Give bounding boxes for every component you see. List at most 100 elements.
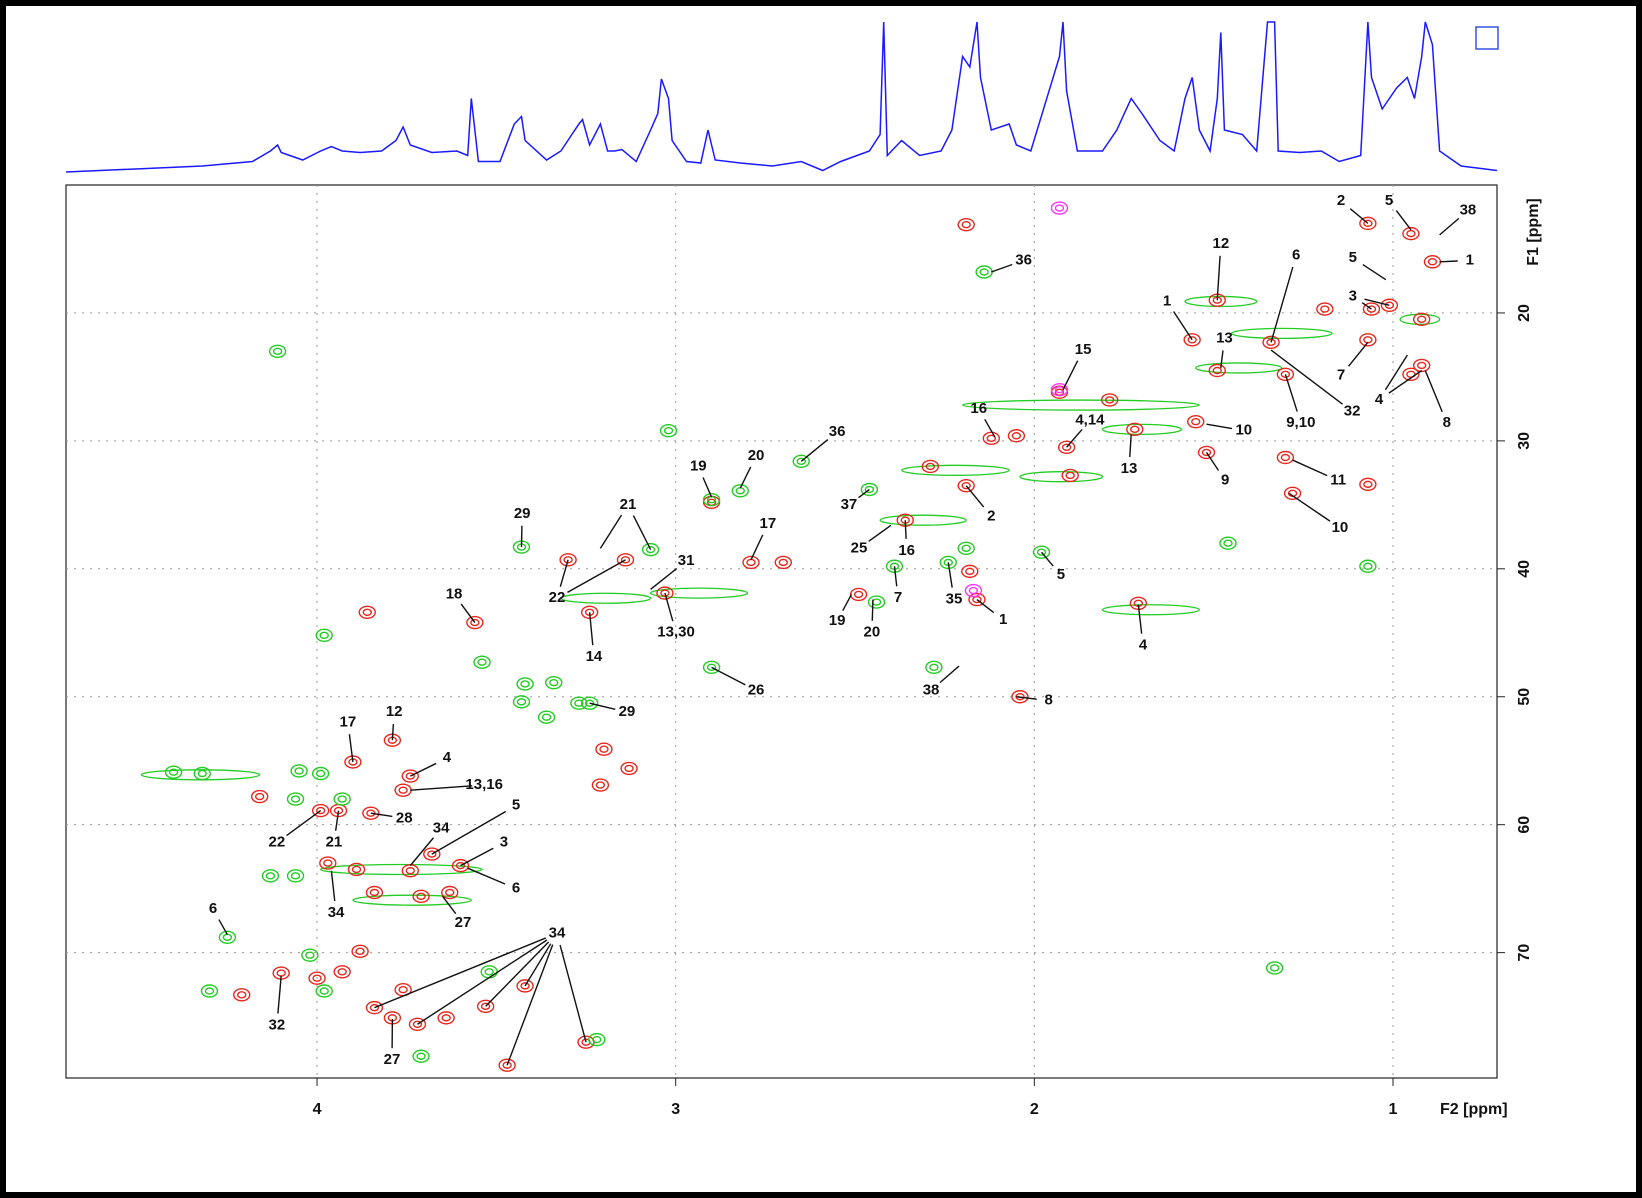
cross-peak (1276, 450, 1295, 465)
contour (599, 745, 609, 753)
contour (660, 589, 670, 597)
leader-line (567, 559, 626, 593)
leader-line (417, 939, 548, 1025)
contour (849, 587, 868, 602)
contour (1384, 301, 1395, 309)
leader-line (1292, 459, 1328, 477)
cross-peak (957, 541, 975, 556)
contour (200, 984, 219, 998)
contour (218, 930, 237, 944)
cross-peak (1276, 367, 1295, 382)
contour (964, 583, 983, 598)
contour (595, 742, 613, 756)
peak-label: 32 (1344, 402, 1361, 419)
contour (961, 220, 971, 229)
contour (305, 951, 315, 959)
contour (965, 567, 975, 576)
contour (520, 680, 530, 688)
peak-label: 4 (1139, 637, 1148, 654)
contour (853, 590, 864, 599)
contour (516, 677, 534, 691)
peak-label: 12 (1212, 235, 1229, 252)
cross-peak (849, 587, 868, 602)
contour (337, 968, 347, 976)
contour (250, 789, 269, 804)
cross-peak (261, 869, 280, 883)
contour (645, 545, 656, 554)
streak (352, 894, 472, 906)
cross-peak (537, 710, 556, 724)
cross-peak (620, 761, 638, 776)
contour (516, 979, 534, 993)
peak-label: 26 (748, 681, 765, 698)
cross-peak (925, 660, 943, 675)
contour (423, 847, 441, 861)
contour (774, 555, 792, 570)
cross-peak (957, 217, 975, 232)
leader-line (1347, 341, 1369, 367)
contour (193, 766, 211, 781)
contour (427, 850, 437, 858)
leader-line (1388, 369, 1423, 394)
cross-peak (200, 984, 219, 998)
contour (416, 1052, 426, 1060)
contour (1276, 450, 1295, 465)
contour (311, 766, 330, 781)
cross-peak (498, 1058, 516, 1072)
contour (1416, 361, 1427, 370)
cross-peak (570, 696, 588, 710)
peak-label: 12 (386, 703, 403, 720)
cross-peak (441, 885, 459, 900)
contour (796, 457, 806, 466)
contour (961, 544, 971, 553)
peak-label: 13,16 (465, 776, 503, 793)
contour (290, 764, 308, 778)
contour (476, 999, 495, 1014)
x-tick-label: 2 (1030, 1101, 1039, 1118)
contour (1201, 448, 1212, 457)
cross-peak (774, 555, 792, 570)
cross-peak (451, 858, 470, 873)
contour (204, 987, 215, 995)
contour (592, 1035, 602, 1044)
contour (1126, 422, 1144, 437)
contour (979, 268, 989, 276)
peak-label: 27 (384, 1051, 401, 1068)
peak-label: 18 (446, 585, 463, 602)
contour (641, 542, 660, 557)
contour (656, 586, 674, 600)
icon-box[interactable] (1475, 26, 1499, 50)
peak-label: 29 (619, 703, 636, 720)
cross-peak (591, 778, 610, 792)
cross-peak (1412, 312, 1431, 327)
contour (961, 564, 979, 579)
contour (1280, 370, 1291, 379)
y-axis-title: F1 [ppm] (1525, 198, 1542, 266)
peak-label: 5 (1057, 566, 1065, 583)
contour (1223, 539, 1233, 547)
y-tick-label: 50 (1516, 688, 1533, 706)
contour (405, 867, 416, 875)
peak-label: 19 (829, 612, 846, 629)
peak-label: 4 (1375, 391, 1384, 408)
contour (864, 485, 875, 494)
leader-line (1270, 266, 1294, 343)
x-tick-label: 3 (671, 1101, 680, 1118)
x-tick-label: 4 (313, 1101, 322, 1118)
cross-peak (466, 615, 484, 630)
cross-peak (1359, 559, 1377, 573)
contour (1130, 425, 1140, 434)
leader-line (868, 524, 892, 542)
peak-label: 29 (514, 505, 531, 522)
peak-label: 21 (620, 496, 637, 513)
contour (545, 675, 563, 690)
contour (1359, 216, 1377, 231)
contour (1276, 367, 1295, 382)
cross-peak (1032, 545, 1051, 559)
leader-line (750, 534, 764, 561)
contour (1266, 338, 1276, 347)
contour (477, 658, 487, 666)
cross-peak (559, 553, 577, 567)
cross-peak (308, 971, 326, 985)
